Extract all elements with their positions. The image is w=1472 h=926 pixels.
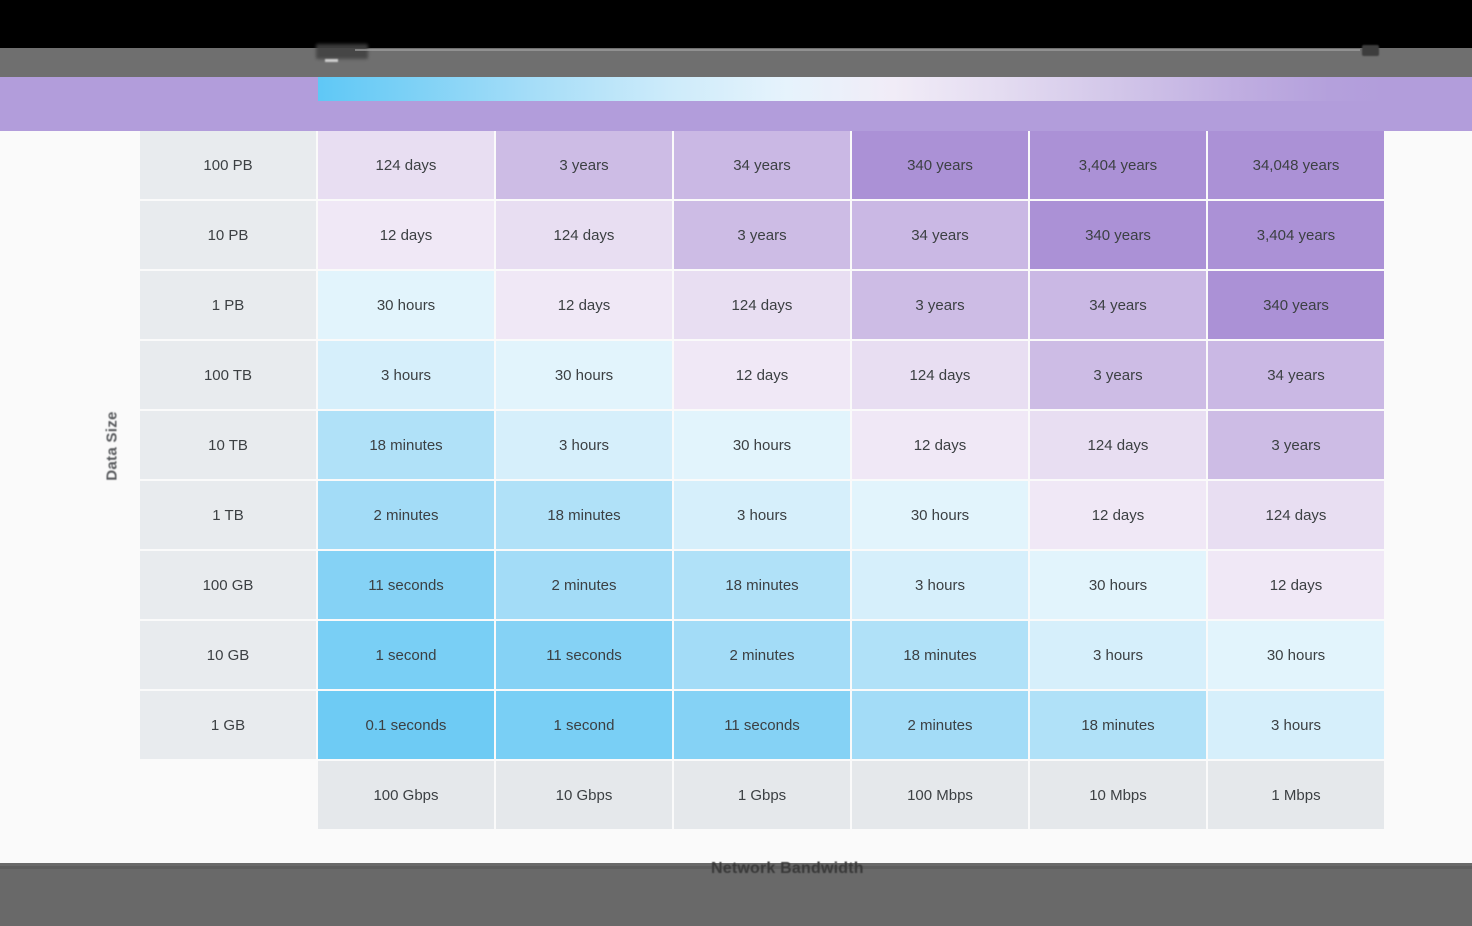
heatmap-cell: 3 years — [1030, 341, 1206, 409]
heatmap-cell: 3 hours — [318, 341, 494, 409]
heatmap-cell: 12 days — [318, 201, 494, 269]
heatmap-cell: 18 minutes — [318, 411, 494, 479]
heatmap-cell: 3,404 years — [1030, 131, 1206, 199]
heatmap-cell: 124 days — [852, 341, 1028, 409]
toolbar-label-illegible — [316, 44, 368, 59]
row-label-datasize: 1 GB — [140, 691, 316, 759]
toolbar-control-icon[interactable] — [1362, 45, 1379, 56]
heatmap-cell: 34,048 years — [1208, 131, 1384, 199]
heatmap-cell: 124 days — [1030, 411, 1206, 479]
top-black-bar — [0, 0, 1472, 48]
heatmap-cell: 18 minutes — [674, 551, 850, 619]
legend-gradient-bar — [318, 77, 1384, 101]
heatmap-cell: 18 minutes — [496, 481, 672, 549]
heatmap-cell: 2 minutes — [496, 551, 672, 619]
heatmap-cell: 0.1 seconds — [318, 691, 494, 759]
heatmap-cell: 3 hours — [1208, 691, 1384, 759]
heatmap-cell: 340 years — [1208, 271, 1384, 339]
heatmap-cell: 12 days — [852, 411, 1028, 479]
heatmap-cell: 34 years — [1030, 271, 1206, 339]
row-label-datasize: 10 PB — [140, 201, 316, 269]
heatmap-cell: 3 hours — [674, 481, 850, 549]
heatmap-cell: 124 days — [318, 131, 494, 199]
heatmap-cell: 2 minutes — [318, 481, 494, 549]
col-label-bandwidth: 1 Mbps — [1208, 761, 1384, 829]
heatmap-cell: 34 years — [1208, 341, 1384, 409]
x-axis-label: Network Bandwidth — [711, 860, 864, 877]
heatmap-cell: 1 second — [496, 691, 672, 759]
bottom-gray-bar — [0, 863, 1472, 926]
col-label-bandwidth: 1 Gbps — [674, 761, 850, 829]
heatmap-cell: 18 minutes — [852, 621, 1028, 689]
row-label-datasize: 10 TB — [140, 411, 316, 479]
heatmap-cell: 18 minutes — [1030, 691, 1206, 759]
heatmap-cell: 11 seconds — [318, 551, 494, 619]
heatmap-cell: 3 hours — [1030, 621, 1206, 689]
heatmap-cell: 11 seconds — [496, 621, 672, 689]
row-label-datasize: 1 TB — [140, 481, 316, 549]
heatmap-cell: 3 years — [674, 201, 850, 269]
heatmap-table: 100 PB 124 days 3 years 34 years 340 years 3,… — [140, 131, 1384, 829]
row-label-datasize: 1 PB — [140, 271, 316, 339]
heatmap-cell: 30 hours — [318, 271, 494, 339]
heatmap-cell: 3 years — [852, 271, 1028, 339]
toolbar-divider-line — [355, 49, 1360, 51]
col-label-bandwidth: 10 Mbps — [1030, 761, 1206, 829]
heatmap-cell: 34 years — [674, 131, 850, 199]
bottom-bar-stripe — [0, 866, 1472, 869]
heatmap-cell: 340 years — [852, 131, 1028, 199]
heatmap-cell: 12 days — [1030, 481, 1206, 549]
heatmap-cell: 124 days — [1208, 481, 1384, 549]
row-label-datasize: 10 GB — [140, 621, 316, 689]
heatmap-cell: 124 days — [496, 201, 672, 269]
heatmap-cell: 3 hours — [852, 551, 1028, 619]
heatmap-cell: 30 hours — [1030, 551, 1206, 619]
heatmap-cell: 3 hours — [496, 411, 672, 479]
heatmap-cell: 30 hours — [674, 411, 850, 479]
heatmap-cell: 2 minutes — [674, 621, 850, 689]
heatmap-cell: 2 minutes — [852, 691, 1028, 759]
heatmap-cell: 12 days — [1208, 551, 1384, 619]
corner-cell-empty — [140, 761, 316, 829]
heatmap-cell: 12 days — [674, 341, 850, 409]
heatmap-cell: 340 years — [1030, 201, 1206, 269]
y-axis-label: Data Size — [103, 411, 121, 481]
heatmap-cell: 12 days — [496, 271, 672, 339]
heatmap-cell: 11 seconds — [674, 691, 850, 759]
row-label-datasize: 100 GB — [140, 551, 316, 619]
col-label-bandwidth: 100 Gbps — [318, 761, 494, 829]
heatmap-cell: 30 hours — [852, 481, 1028, 549]
heatmap-cell: 3 years — [496, 131, 672, 199]
heatmap-cell: 30 hours — [1208, 621, 1384, 689]
heatmap-cell: 34 years — [852, 201, 1028, 269]
viewer-toolbar — [0, 48, 1472, 77]
heatmap-cell: 124 days — [674, 271, 850, 339]
col-label-bandwidth: 10 Gbps — [496, 761, 672, 829]
row-label-datasize: 100 TB — [140, 341, 316, 409]
heatmap-cell: 3,404 years — [1208, 201, 1384, 269]
heatmap-cell: 1 second — [318, 621, 494, 689]
heatmap-cell: 30 hours — [496, 341, 672, 409]
toolbar-label-highlight — [325, 59, 338, 62]
heatmap-cell: 3 years — [1208, 411, 1384, 479]
row-label-datasize: 100 PB — [140, 131, 316, 199]
col-label-bandwidth: 100 Mbps — [852, 761, 1028, 829]
